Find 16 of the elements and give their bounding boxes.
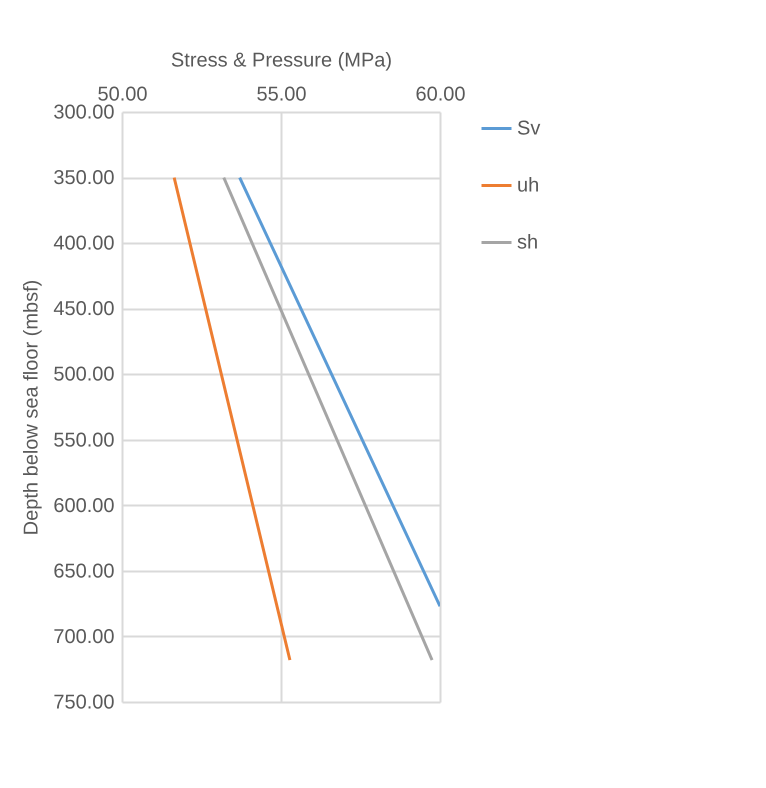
y-tick-label: 750.00 [53,692,114,714]
y-axis-title: Depth below sea floor (mbsf) [20,280,42,536]
y-tick-label: 350.00 [53,167,114,190]
legend-label: uh [517,174,540,196]
y-tick-label: 550.00 [53,429,114,452]
y-tick-label: 450.00 [53,298,114,320]
y-tick-label: 600.00 [53,494,114,517]
x-tick-label: 60.00 [415,84,466,106]
y-tick-label: 500.00 [53,364,114,386]
y-tick-label: 700.00 [53,626,114,648]
y-tick-label: 650.00 [53,560,114,582]
legend-label: sh [517,232,538,254]
x-tick-label: 55.00 [256,84,307,106]
legend-label: Sv [517,118,540,140]
y-tick-label: 400.00 [53,232,114,255]
x-axis-title: Stress & Pressure (MPa) [170,50,392,72]
